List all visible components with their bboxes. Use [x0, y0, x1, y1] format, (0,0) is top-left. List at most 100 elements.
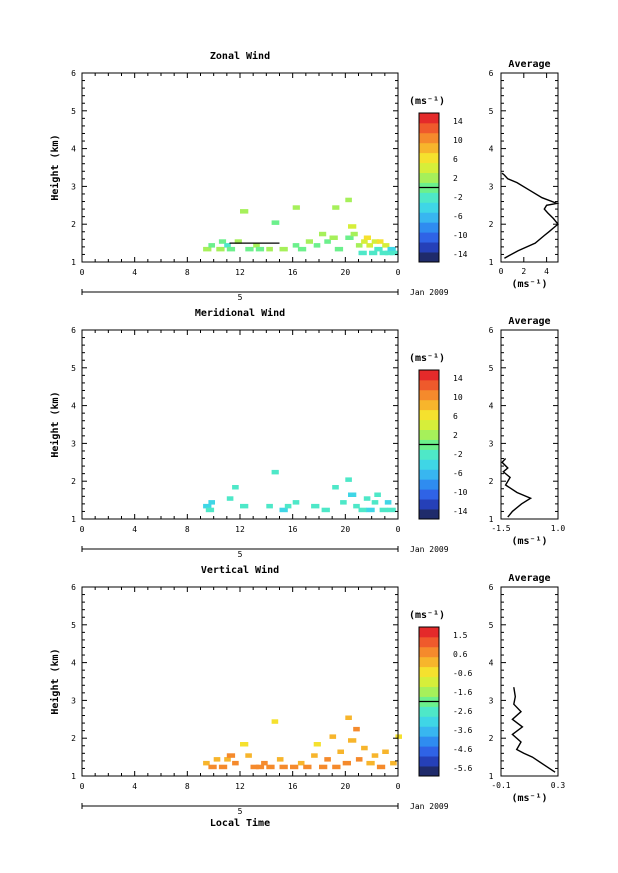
- heatmap-cell: [348, 738, 357, 743]
- colorbar-segment: [419, 479, 439, 490]
- heatmap-cell: [353, 726, 360, 732]
- colorbar-label: -5.6: [453, 764, 472, 773]
- x-tick-label: 16: [288, 782, 298, 791]
- heatmap-cell: [271, 719, 279, 724]
- heatmap-cell: [319, 231, 327, 237]
- heatmap-cell: [345, 197, 352, 203]
- x-tick-label: 0: [80, 525, 85, 534]
- colorbar-segment: [419, 656, 439, 668]
- profile-y-tick-label: 5: [489, 621, 494, 630]
- profile-line: [501, 172, 560, 259]
- colorbar-segment: [419, 399, 439, 411]
- profile-y-tick-label: 1: [489, 515, 494, 524]
- colorbar-segment: [419, 469, 439, 480]
- heatmap-cell: [216, 246, 225, 252]
- heatmap-cell: [390, 250, 399, 256]
- colorbar-segment: [419, 499, 439, 510]
- y-tick-label: 3: [71, 696, 76, 705]
- heatmap-cell: [253, 243, 260, 248]
- heatmap-cell: [319, 764, 328, 770]
- heatmap-cell: [266, 503, 273, 509]
- day-label: 5: [238, 550, 243, 559]
- heatmap-cell: [218, 239, 227, 244]
- heatmap-cell: [226, 246, 236, 252]
- profile-title: Average: [508, 573, 550, 584]
- colorbar-label: -2.6: [453, 707, 472, 716]
- colorbar-segment: [419, 509, 439, 520]
- heatmap-cell: [340, 500, 347, 505]
- y-tick-label: 1: [71, 258, 76, 267]
- x-tick-label: 20: [341, 268, 351, 277]
- heatmap-cell: [334, 246, 344, 252]
- heatmap-cell: [208, 243, 215, 248]
- colorbar-segment: [419, 212, 439, 223]
- profile-x-tick-label: 2: [521, 267, 526, 276]
- colorbar-segment: [419, 409, 439, 421]
- colorbar-segment: [419, 242, 439, 253]
- colorbar-segment: [419, 756, 439, 767]
- y-tick-label: 5: [71, 621, 76, 630]
- y-tick-label: 6: [71, 583, 76, 592]
- profile-y-tick-label: 2: [489, 220, 494, 229]
- y-axis-label: Height (km): [49, 134, 61, 200]
- colorbar-segment: [419, 419, 439, 430]
- x-axis-label: Local Time: [210, 817, 270, 829]
- profile-y-tick-label: 6: [489, 69, 494, 78]
- heatmap-cell: [329, 734, 337, 739]
- heatmap-cell: [366, 243, 373, 248]
- colorbar-segment: [419, 676, 439, 687]
- heatmap-cell: [358, 250, 367, 256]
- heatmap-cell: [379, 507, 388, 513]
- profile-y-tick-label: 5: [489, 364, 494, 373]
- x-tick-label: 4: [132, 268, 137, 277]
- heatmap-cell: [371, 500, 379, 505]
- profile-line: [511, 687, 556, 773]
- x-tick-label: 16: [288, 525, 298, 534]
- panel-title-0: Zonal Wind: [210, 50, 270, 62]
- date-label: Jan 2009: [410, 288, 449, 297]
- heatmap-cell: [345, 715, 352, 720]
- profile-frame: [500, 329, 559, 520]
- heatmap-cell: [329, 235, 338, 240]
- colorbar-label: 10: [453, 393, 463, 402]
- heatmap-cell: [240, 503, 249, 509]
- colorbar-segment: [419, 202, 439, 213]
- colorbar-segment: [419, 766, 439, 777]
- heatmap-cell: [324, 757, 331, 762]
- colorbar-segment: [419, 429, 439, 440]
- x-tick-label: 20: [341, 525, 351, 534]
- heatmap-cell: [218, 764, 228, 770]
- colorbar-label: 14: [453, 117, 463, 126]
- panel-title-1: Meridional Wind: [195, 307, 285, 319]
- y-tick-label: 2: [71, 477, 76, 486]
- heatmap-cell: [382, 243, 390, 248]
- heatmap-cell: [361, 745, 368, 751]
- heatmap-cell: [355, 757, 363, 762]
- x-tick-label: 12: [235, 268, 245, 277]
- colorbar-segment: [419, 389, 439, 401]
- colorbar-label: -10: [453, 231, 468, 240]
- colorbar-label: 6: [453, 412, 458, 421]
- colorbar-segment: [419, 132, 439, 144]
- heatmap-cell: [213, 757, 221, 762]
- heatmap-cell: [305, 239, 313, 244]
- heatmap-cell: [361, 239, 368, 244]
- heatmap-cell: [342, 760, 351, 766]
- colorbar-segment: [419, 379, 439, 391]
- colorbar-label: 2: [453, 174, 458, 183]
- colorbar-label: -6: [453, 212, 463, 221]
- colorbar-label: -2: [453, 450, 463, 459]
- x-tick-label: 0: [80, 782, 85, 791]
- colorbar-label: -0.6: [453, 669, 472, 678]
- date-label: Jan 2009: [410, 545, 449, 554]
- day-label: 5: [238, 293, 243, 302]
- heatmap-cell: [292, 205, 300, 210]
- profile-line: [501, 458, 533, 518]
- heatmap-cell: [371, 753, 379, 758]
- colorbar-segment: [419, 627, 439, 638]
- x-tick-label: 20: [341, 782, 351, 791]
- y-tick-label: 1: [71, 772, 76, 781]
- heatmap-cell: [332, 764, 341, 770]
- heatmap-cell: [374, 492, 381, 497]
